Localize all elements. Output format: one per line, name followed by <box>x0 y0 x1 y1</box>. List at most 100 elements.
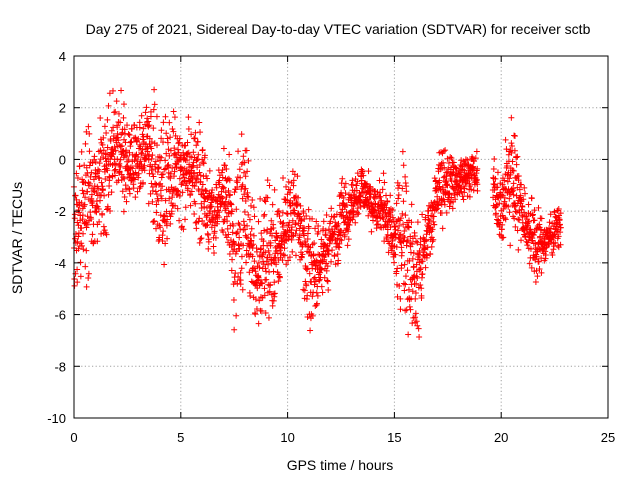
data-point <box>80 230 87 237</box>
data-point <box>247 202 254 209</box>
data-point <box>228 201 235 208</box>
data-point <box>441 201 448 208</box>
data-point <box>161 261 168 268</box>
data-point <box>192 129 199 136</box>
data-point <box>402 173 409 180</box>
data-point <box>294 201 301 208</box>
data-point <box>98 179 105 186</box>
data-point <box>400 221 407 228</box>
data-point <box>499 181 506 188</box>
data-point <box>101 123 108 130</box>
data-point <box>524 239 531 246</box>
data-point <box>219 167 226 174</box>
data-point <box>320 248 327 255</box>
data-point <box>277 247 284 254</box>
data-point <box>253 306 260 313</box>
data-point <box>144 115 151 122</box>
data-point <box>412 295 419 302</box>
data-point <box>83 247 90 254</box>
data-point <box>192 219 199 226</box>
data-point <box>269 302 276 309</box>
data-point <box>145 118 152 125</box>
x-tick-label: 20 <box>494 430 508 445</box>
data-point <box>514 227 521 234</box>
data-point <box>78 225 85 232</box>
data-point <box>162 240 169 247</box>
data-point <box>525 201 532 208</box>
data-point <box>219 195 226 202</box>
data-point <box>352 219 359 226</box>
data-point <box>403 188 410 195</box>
data-point <box>417 282 424 289</box>
data-point <box>306 270 313 277</box>
data-point <box>233 177 240 184</box>
data-point <box>305 206 312 213</box>
data-point <box>241 191 248 198</box>
data-point <box>552 239 559 246</box>
data-point <box>120 114 127 121</box>
data-point <box>379 186 386 193</box>
data-point <box>298 254 305 261</box>
data-point <box>306 248 313 255</box>
data-point <box>246 269 253 276</box>
data-point <box>348 192 355 199</box>
data-point <box>182 204 189 211</box>
data-point <box>98 192 105 199</box>
data-point <box>388 247 395 254</box>
data-point <box>496 200 503 207</box>
data-point <box>106 90 113 97</box>
data-point <box>335 257 342 264</box>
data-point <box>280 219 287 226</box>
data-point <box>493 210 500 217</box>
data-point <box>533 253 540 260</box>
data-point <box>163 130 170 137</box>
data-point <box>157 192 164 199</box>
x-tick-label: 0 <box>70 430 77 445</box>
data-point <box>244 235 251 242</box>
data-point <box>433 206 440 213</box>
data-point <box>431 221 438 228</box>
data-points <box>70 86 564 341</box>
data-point <box>216 177 223 184</box>
y-tick-label: -10 <box>47 411 66 426</box>
data-point <box>237 281 244 288</box>
data-point <box>169 165 176 172</box>
data-point <box>194 138 201 145</box>
data-point <box>88 169 95 176</box>
y-tick-label: -8 <box>54 359 66 374</box>
data-point <box>149 152 156 159</box>
data-point <box>396 182 403 189</box>
data-point <box>510 167 517 174</box>
data-point <box>82 263 89 270</box>
data-point <box>206 167 213 174</box>
data-point <box>385 249 392 256</box>
data-point <box>392 234 399 241</box>
data-point <box>538 215 545 222</box>
data-point <box>328 205 335 212</box>
data-point <box>222 189 229 196</box>
data-point <box>199 186 206 193</box>
data-point <box>231 326 238 333</box>
plot-frame <box>73 55 609 419</box>
data-point <box>368 228 375 235</box>
data-point <box>204 221 211 228</box>
data-point <box>190 162 197 169</box>
data-point <box>266 182 273 189</box>
data-point <box>275 278 282 285</box>
data-point <box>301 287 308 294</box>
data-point <box>345 236 352 243</box>
data-point <box>365 212 372 219</box>
data-point <box>526 218 533 225</box>
data-point <box>236 234 243 241</box>
data-point <box>72 270 79 277</box>
data-point <box>176 175 183 182</box>
data-point <box>472 155 479 162</box>
data-point <box>178 223 185 230</box>
data-point <box>279 220 286 227</box>
data-point <box>449 168 456 175</box>
data-point <box>299 251 306 258</box>
data-point <box>157 187 164 194</box>
data-point <box>83 224 90 231</box>
data-point <box>118 177 125 184</box>
data-point <box>125 156 132 163</box>
